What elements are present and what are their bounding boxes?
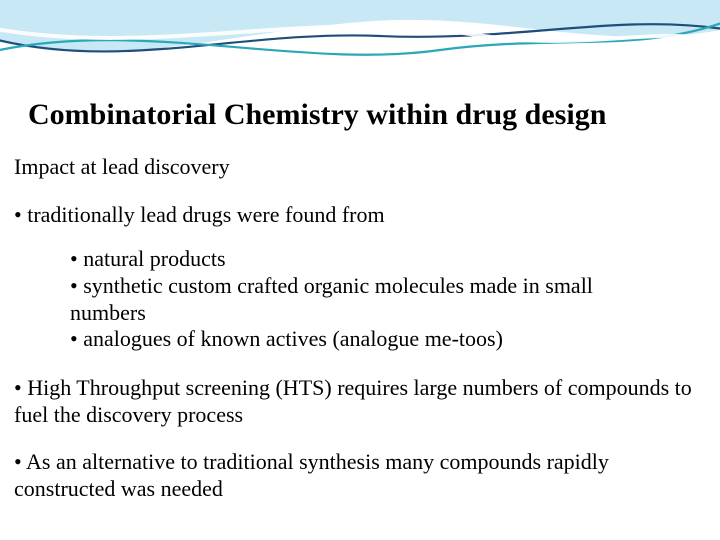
slide-title: Combinatorial Chemistry within drug desi… (28, 98, 710, 132)
bullet-level2-2: synthetic custom crafted organic molecul… (70, 273, 650, 327)
slide-subtitle: Impact at lead discovery (14, 154, 710, 180)
bullet-level2-3: analogues of known actives (analogue me-… (70, 326, 650, 353)
bullet-text: As an alternative to traditional synthes… (14, 449, 609, 501)
bullet-text: natural products (83, 246, 225, 271)
bullet-level2-group: natural products synthetic custom crafte… (70, 246, 650, 353)
bullet-level1-2: High Throughput screening (HTS) requires… (14, 375, 710, 429)
bullet-level1-3: As an alternative to traditional synthes… (14, 449, 710, 503)
bullet-text: analogues of known actives (analogue me-… (83, 326, 503, 351)
bullet-level2-1: natural products (70, 246, 650, 273)
slide-content: Combinatorial Chemistry within drug desi… (0, 0, 720, 540)
bullet-level1-1: traditionally lead drugs were found from (14, 202, 710, 228)
bullet-text: High Throughput screening (HTS) requires… (14, 375, 692, 427)
bullet-text: synthetic custom crafted organic molecul… (70, 273, 593, 325)
